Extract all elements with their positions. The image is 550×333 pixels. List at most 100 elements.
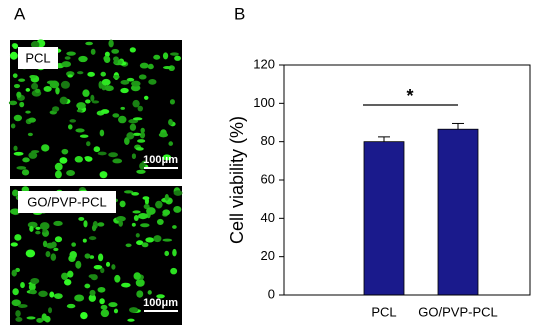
cell xyxy=(10,208,20,215)
y-tick-label: 120 xyxy=(253,56,275,71)
cell xyxy=(12,288,19,296)
cell xyxy=(97,222,105,227)
cell xyxy=(49,291,55,298)
cell xyxy=(53,220,63,226)
cell xyxy=(71,242,77,247)
cell xyxy=(168,141,174,146)
cell xyxy=(108,302,118,308)
cell xyxy=(69,250,77,259)
cell xyxy=(42,240,48,248)
cell xyxy=(153,235,162,243)
cell xyxy=(137,105,144,112)
cell xyxy=(148,79,157,85)
cell xyxy=(78,55,88,63)
cell xyxy=(54,170,62,179)
cell xyxy=(53,247,59,252)
cell xyxy=(89,255,95,259)
cell xyxy=(80,311,88,320)
cell xyxy=(66,169,76,177)
cell xyxy=(66,303,76,309)
cell xyxy=(16,91,22,98)
cell xyxy=(100,267,105,274)
cell xyxy=(75,260,82,269)
cell xyxy=(131,153,137,160)
image-label: GO/PVP-PCL xyxy=(27,194,106,209)
image-label-box xyxy=(18,47,58,69)
cell xyxy=(136,240,144,246)
cell xyxy=(140,223,150,228)
cell xyxy=(11,299,22,307)
cell xyxy=(66,51,76,56)
cell xyxy=(172,225,177,229)
cell xyxy=(53,293,63,300)
cell xyxy=(28,283,36,291)
cell xyxy=(76,109,83,113)
cell xyxy=(108,39,114,48)
cell xyxy=(90,94,95,102)
cell xyxy=(85,99,91,104)
cell xyxy=(120,106,125,110)
cell xyxy=(98,80,103,89)
cell xyxy=(25,88,31,92)
cell xyxy=(99,298,105,305)
cell xyxy=(13,151,24,156)
cell xyxy=(25,110,31,114)
cell xyxy=(108,152,118,158)
cell xyxy=(130,84,141,92)
cell xyxy=(61,148,69,155)
cell xyxy=(25,249,36,258)
cell xyxy=(52,106,60,112)
cell xyxy=(139,162,146,170)
cell xyxy=(31,150,40,154)
cell xyxy=(173,190,183,196)
cell xyxy=(168,119,173,126)
cell xyxy=(99,129,105,137)
cell xyxy=(54,236,63,243)
cell xyxy=(100,304,108,310)
y-tick-label: 0 xyxy=(268,286,275,301)
cell xyxy=(15,267,21,273)
cell xyxy=(21,169,30,176)
cell xyxy=(131,192,140,196)
cell xyxy=(104,85,114,92)
cell xyxy=(85,41,93,46)
cell xyxy=(90,48,96,55)
cell xyxy=(49,80,60,89)
cell xyxy=(138,74,147,80)
cell xyxy=(132,210,141,214)
cell xyxy=(12,189,19,197)
cell xyxy=(101,78,111,86)
cell xyxy=(119,200,126,208)
cell xyxy=(125,243,132,248)
cell xyxy=(120,79,130,85)
cell xyxy=(121,282,131,288)
image-label: PCL xyxy=(25,50,50,65)
cell xyxy=(61,272,69,281)
cell xyxy=(90,274,98,281)
cell xyxy=(48,307,53,314)
cell xyxy=(120,87,129,94)
cell xyxy=(9,51,18,60)
cell xyxy=(35,226,41,230)
cell xyxy=(78,216,85,221)
cell xyxy=(131,222,136,227)
cell xyxy=(133,272,141,280)
cell xyxy=(132,99,140,108)
cell xyxy=(156,294,165,299)
cell xyxy=(128,307,139,313)
cell xyxy=(50,241,57,248)
cell xyxy=(16,166,27,170)
cell xyxy=(113,59,118,64)
y-tick-label: 60 xyxy=(261,171,275,186)
cell xyxy=(44,315,51,323)
cell xyxy=(123,190,134,194)
cell xyxy=(29,289,37,295)
cell xyxy=(155,200,163,209)
plot-frame xyxy=(283,64,531,296)
cell xyxy=(169,99,175,105)
cell xyxy=(43,86,52,92)
cell xyxy=(163,65,172,70)
cell xyxy=(84,156,92,160)
cell xyxy=(29,74,37,79)
cell xyxy=(153,54,161,60)
